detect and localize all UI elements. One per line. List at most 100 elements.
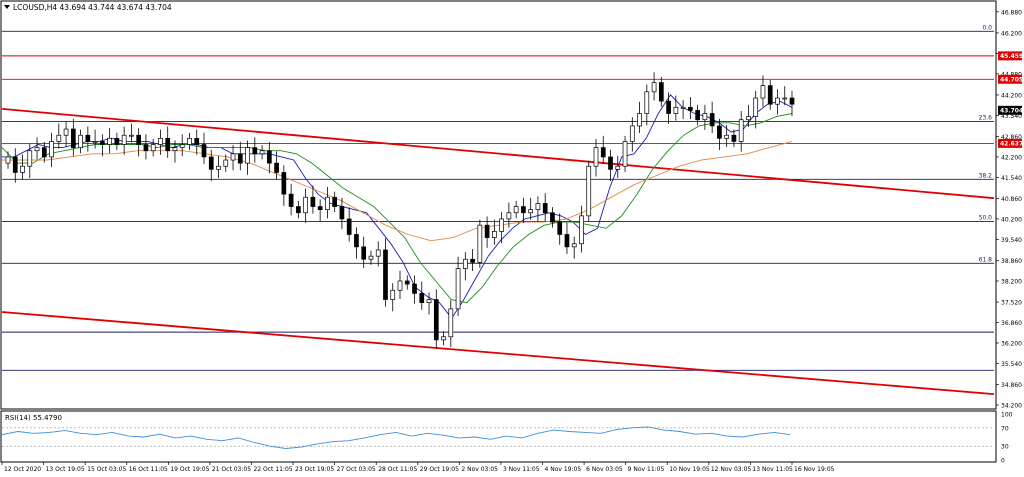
fibonacci-level-label: 23.6 [979,115,993,122]
fibonacci-level-label: 61.8 [979,256,993,263]
time-tick-label: 2 Nov 03:05 [461,466,498,473]
candle-body [433,299,439,341]
candle-body [593,147,599,167]
candle-body [513,206,519,214]
price-tag-label: 43.704 [1000,108,1023,115]
candle-body [281,172,287,195]
candle-body [441,336,446,341]
price-tick-label: 36.860 [1001,320,1022,327]
candle-body [317,206,323,211]
candle-body [600,147,606,158]
price-tick-label: 43.540 [1001,113,1022,120]
price-tick-label: 36.200 [1001,340,1022,347]
candle-body [49,141,54,158]
candle-body [412,283,417,294]
candle-body [397,280,403,291]
fibonacci-level-label: 38.2 [979,172,993,179]
candle-body [107,137,112,145]
candle-body [615,165,621,170]
rsi-tick-label: 100 [1001,412,1013,419]
time-tick-label: 13 Nov 11:05 [752,466,793,473]
candle-body [208,156,214,170]
candle-body [129,134,134,137]
price-tick-label: 42.860 [1001,134,1022,141]
candle-body [310,196,316,207]
candle-body [448,308,454,338]
candle-body [34,147,40,152]
candle-body [368,255,374,260]
candle-body [332,196,338,207]
candle-body [731,134,737,142]
candle-body [767,85,773,105]
time-tick-label: 16 Nov 19:05 [794,466,835,473]
time-tick-label: 13 Oct 19:05 [46,466,85,473]
time-tick-label: 27 Oct 03:05 [337,466,376,473]
candle-body [114,137,120,145]
ema-fast-line [2,94,793,319]
candle-body [608,156,613,170]
candle-body [92,141,98,143]
candle-body [245,147,250,164]
candle-body [237,153,243,164]
rsi-tick-label: 70 [1001,425,1009,432]
candle-body [230,153,236,161]
candle-body [158,137,163,145]
price-tick-label: 35.540 [1001,361,1022,368]
candle-body [724,134,730,139]
candle-body [143,144,149,152]
candle-body [492,231,497,238]
candle-body [579,215,584,245]
time-tick-label: 9 Nov 11:05 [628,466,665,473]
candle-body [571,243,577,248]
time-tick-label: 15 Oct 03:05 [87,466,126,473]
candle-body [172,147,178,152]
candle-body [557,221,563,235]
candle-body [223,159,229,167]
price-tick-label: 34.860 [1001,382,1022,389]
time-tick-label: 16 Oct 11:05 [129,466,168,473]
time-tick-label: 19 Oct 19:05 [170,466,209,473]
price-tick-label: 38.860 [1001,258,1022,265]
price-tick-label: 37.520 [1001,300,1022,307]
candle-body [63,128,69,136]
candle-body [775,97,780,105]
candle-body [499,218,504,232]
time-tick-label: 29 Oct 19:05 [420,466,459,473]
candle-body [666,100,671,114]
candle-body [419,293,425,304]
price-tick-label: 42.200 [1001,154,1022,161]
time-tick-label: 21 Oct 03:05 [212,466,251,473]
candle-body [753,97,759,117]
price-tag [998,51,1022,61]
fibonacci-level-label: 0.0 [982,24,992,31]
candle-body [746,116,751,121]
price-tick-label: 40.200 [1001,216,1022,223]
candle-body [542,203,548,214]
price-tag-label: 42.637 [1000,141,1023,148]
price-tick-label: 46.200 [1001,30,1022,37]
time-tick-label: 12 Nov 03:05 [711,466,752,473]
price-tick-label: 41.540 [1001,175,1022,182]
triangle-down-icon[interactable] [4,5,10,9]
candle-body [354,234,359,248]
candle-body [506,212,512,220]
candle-body [56,134,62,142]
candle-body [644,91,650,114]
candle-body [346,218,352,235]
candle-body [325,196,330,211]
time-tick-label: 12 Oct 2020 [4,466,41,473]
channel-lines [1,107,995,396]
candle-body [274,162,279,173]
fibonacci-level-label: 50.0 [979,214,993,221]
rsi-panel [1,426,994,449]
candle-body [70,128,76,148]
time-tick-label: 10 Nov 19:05 [669,466,710,473]
candle-body [738,119,744,142]
candle-body [78,134,83,148]
moving-averages [1,94,793,319]
candle-body [622,141,628,167]
candle-body [136,134,142,145]
candle-body [259,150,265,155]
time-tick-label: 4 Nov 19:05 [545,466,582,473]
